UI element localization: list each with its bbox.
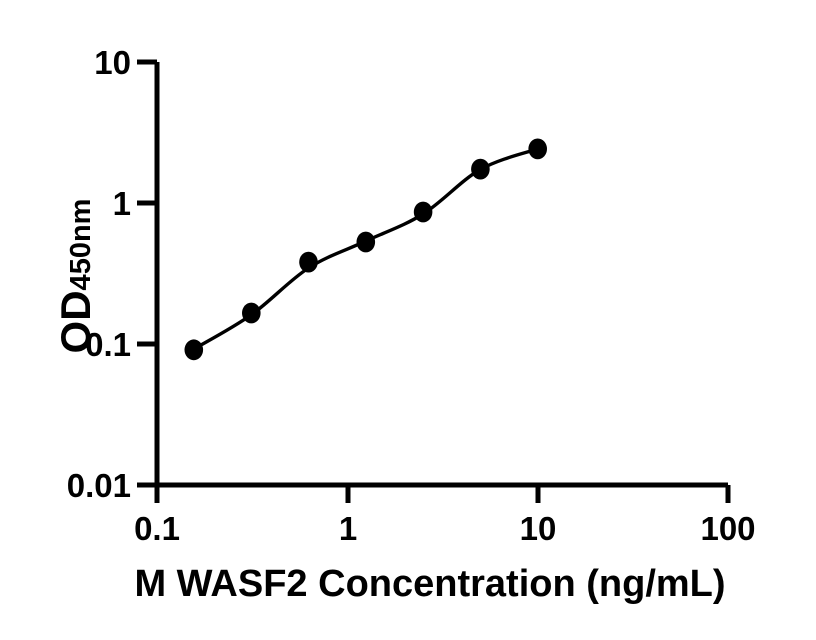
x-axis-ticks — [154, 485, 731, 503]
x-tick-label-100: 100 — [700, 510, 755, 547]
y-axis-title: OD450nm — [52, 199, 99, 354]
x-axis-tick-labels: 0.1 1 10 100 — [134, 510, 755, 547]
y-axis-tick-labels: 10 1 0.1 0.01 — [67, 44, 131, 504]
x-tick-label-10: 10 — [520, 510, 557, 547]
x-tick-label-0.1: 0.1 — [134, 510, 180, 547]
data-point — [528, 138, 547, 160]
x-axis-title: M WASF2 Concentration (ng/mL) — [134, 563, 725, 605]
data-points — [184, 138, 547, 361]
data-point — [356, 231, 376, 253]
y-axis-title-main: OD — [52, 290, 99, 353]
y-tick-label-1: 1 — [113, 185, 131, 222]
y-axis-title-subscript: 450nm — [65, 199, 97, 291]
y-axis-ticks — [137, 59, 157, 488]
data-point — [242, 302, 261, 324]
x-tick-label-1: 1 — [339, 510, 357, 547]
data-point — [184, 339, 204, 361]
y-tick-label-0.1: 0.1 — [85, 326, 131, 363]
data-point — [299, 251, 318, 273]
y-tick-label-10: 10 — [94, 44, 131, 81]
data-point — [471, 158, 490, 180]
axis-frame — [154, 62, 728, 488]
data-point — [413, 201, 433, 223]
y-tick-label-0.01: 0.01 — [67, 467, 131, 504]
